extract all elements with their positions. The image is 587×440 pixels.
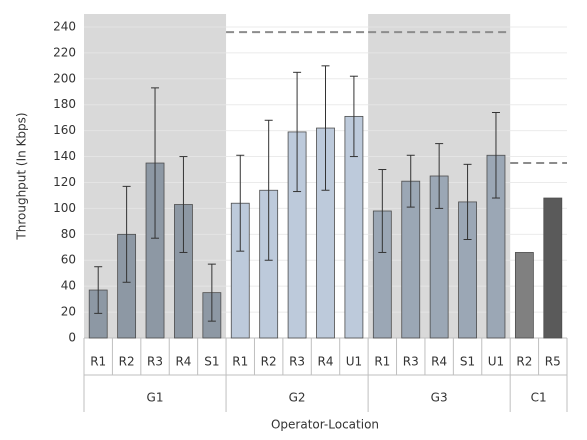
- y-tick-label: 200: [53, 71, 76, 85]
- y-tick-label: 120: [53, 175, 76, 189]
- x-tick-label: R2: [261, 355, 277, 369]
- bar: [543, 197, 563, 339]
- y-tick-label: 220: [53, 45, 76, 59]
- y-tick-label: 60: [61, 253, 76, 267]
- group-label: G3: [431, 391, 448, 405]
- x-tick-label: R5: [545, 355, 561, 369]
- x-tick-label: U1: [488, 355, 504, 369]
- x-tick-label: R2: [516, 355, 532, 369]
- x-tick-label: R1: [232, 355, 248, 369]
- x-tick-label: U1: [346, 355, 362, 369]
- x-tick-label: R3: [147, 355, 163, 369]
- x-tick-label: R4: [431, 355, 447, 369]
- bar: [514, 252, 534, 339]
- x-tick-label: R1: [374, 355, 390, 369]
- x-tick-label: R3: [289, 355, 305, 369]
- x-tick-label: R3: [403, 355, 419, 369]
- x-tick-label: R2: [119, 355, 135, 369]
- x-axis-label: Operator-Location: [271, 418, 379, 432]
- y-axis-label: Throughput (In Kbps): [15, 112, 29, 240]
- y-tick-label: 40: [61, 279, 76, 293]
- y-tick-label: 0: [68, 331, 76, 345]
- y-tick-label: 160: [53, 123, 76, 137]
- x-tick-label: R4: [318, 355, 334, 369]
- group-label: G1: [147, 391, 164, 405]
- x-tick-label: S1: [460, 355, 475, 369]
- x-tick-label: R1: [90, 355, 106, 369]
- group-label: G2: [289, 391, 306, 405]
- y-tick-label: 20: [61, 305, 76, 319]
- group-label: C1: [531, 391, 547, 405]
- y-tick-label: 240: [53, 19, 76, 33]
- y-tick-label: 140: [53, 149, 76, 163]
- y-tick-label: 180: [53, 97, 76, 111]
- x-tick-label: S1: [204, 355, 219, 369]
- y-tick-label: 80: [61, 227, 76, 241]
- y-tick-label: 100: [53, 201, 76, 215]
- x-tick-label: R4: [175, 355, 191, 369]
